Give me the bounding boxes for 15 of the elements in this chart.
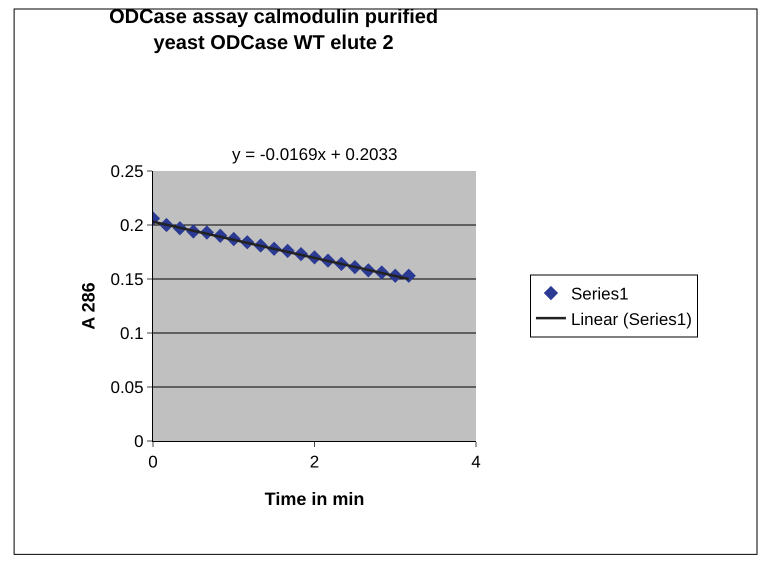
legend-label: Linear (Series1) (570, 310, 692, 329)
x-tick-label: 4 (471, 452, 481, 472)
x-axis-title: Time in min (264, 489, 364, 509)
text: y = -0.0169x + 0.2033 (232, 145, 398, 164)
y-tick-label: 0.1 (120, 324, 144, 343)
y-tick-label: 0 (134, 432, 144, 451)
y-axis-title: A 286 (78, 282, 99, 330)
legend-label: Series1 (570, 284, 629, 304)
y-tick-label: 0.05 (110, 378, 144, 397)
x-tick-label: 2 (310, 452, 320, 472)
y-tick-label: 0.2 (120, 216, 144, 235)
y-tick-label: 0.25 (110, 162, 144, 181)
chart-title: ODCase assay calmodulin purified yeast ODCase WT elute 2 (109, 6, 438, 54)
x-tick-label: 0 (148, 452, 158, 472)
y-tick-label: 0.15 (110, 270, 144, 289)
